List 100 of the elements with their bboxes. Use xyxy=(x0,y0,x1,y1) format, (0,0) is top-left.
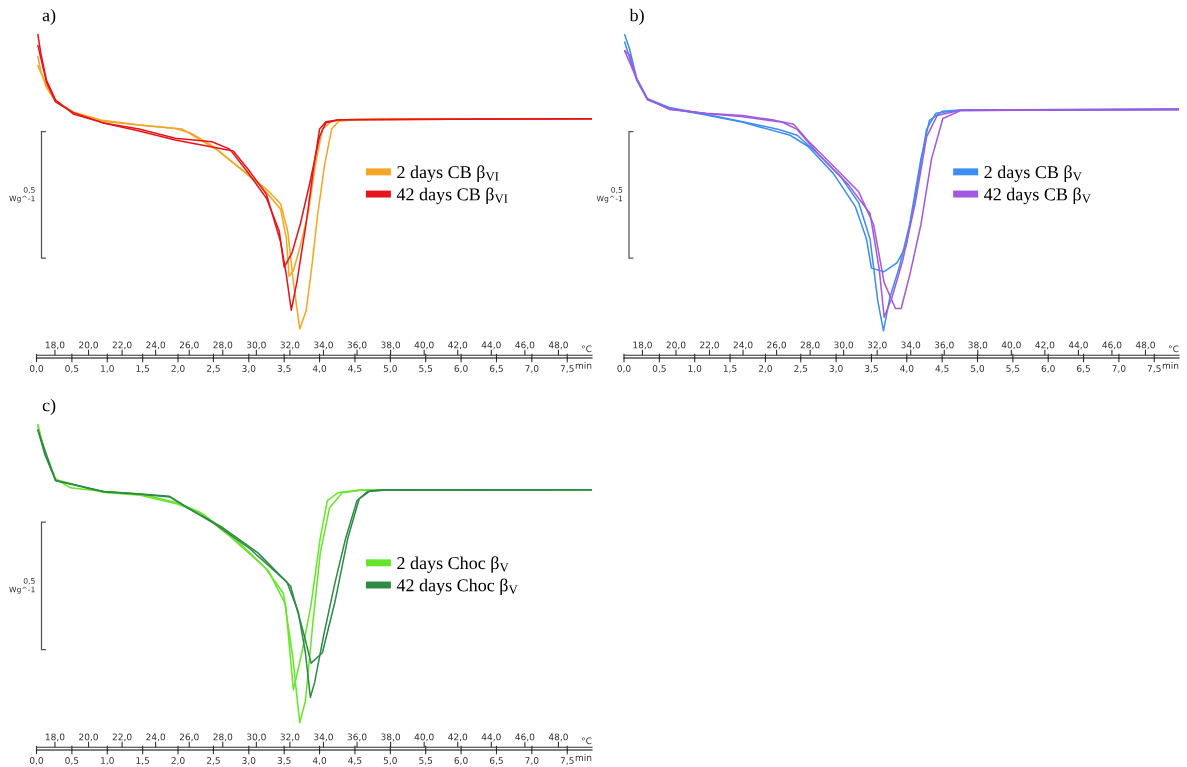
x-tick-label: 0,5 xyxy=(65,757,79,765)
x2-tick-label: 18,0 xyxy=(45,733,65,742)
x2-tick-label: 34,0 xyxy=(314,733,333,742)
x2-tick-label: 46,0 xyxy=(515,341,535,350)
x-axis-title: min xyxy=(575,362,592,369)
x-tick-label: 4,5 xyxy=(348,757,362,765)
chart-title: c) xyxy=(42,398,56,415)
x-tick-label: 1,5 xyxy=(136,365,150,373)
x2-tick-label: 42,0 xyxy=(448,733,468,742)
x-tick-label: 0,0 xyxy=(29,757,44,765)
legend-label: 2 days CB β$_{V}$ xyxy=(984,165,1082,182)
x2-tick-label: 48,0 xyxy=(548,733,568,742)
x-tick-label: 3,0 xyxy=(829,365,843,373)
x-tick-label: 6,0 xyxy=(454,365,468,373)
x-tick-label: 1,0 xyxy=(101,757,114,765)
x-tick-label: 7,0 xyxy=(525,757,539,765)
x-tick-label: 4,5 xyxy=(348,365,362,373)
x-tick-label: 0,5 xyxy=(652,365,666,373)
legend-label: 2 days Choc β$_{V}$ xyxy=(397,556,509,573)
x2-tick-label: 18,0 xyxy=(45,341,65,350)
x-tick-label: 0,0 xyxy=(29,365,44,373)
x2-tick-label: 44,0 xyxy=(481,341,501,350)
x2-tick-label: 18,0 xyxy=(633,341,652,350)
x-tick-label: 6,5 xyxy=(489,757,503,765)
x2-tick-label: 48,0 xyxy=(548,341,568,350)
x2-tick-label: 30,0 xyxy=(246,341,266,350)
legend-label: 42 days CB β$_{VI}$ xyxy=(396,187,508,205)
x-tick-label: 2,0 xyxy=(171,365,185,373)
x-tick-label: 3,0 xyxy=(242,365,256,373)
x2-tick-label: 48,0 xyxy=(1135,341,1155,350)
x-tick-label: 7,5 xyxy=(1147,365,1161,373)
x-tick-label: 5,0 xyxy=(383,365,397,373)
x-tick-label: 4,0 xyxy=(900,365,914,373)
legend-label: 2 days CB β$_{VI}$ xyxy=(397,165,499,182)
x2-tick-label: 42,0 xyxy=(448,341,468,350)
x-tick-label: 1,5 xyxy=(136,757,150,765)
x-tick-label: 6,0 xyxy=(454,757,468,765)
x-tick-label: 7,5 xyxy=(560,757,574,765)
x-tick-label: 3,0 xyxy=(242,757,256,765)
x-tick-label: 0,0 xyxy=(617,365,631,373)
x-tick-label: 2,5 xyxy=(206,757,220,765)
x-axis-title: min xyxy=(1162,362,1179,369)
x-tick-label: 1,0 xyxy=(101,365,114,373)
x2-tick-label: 30,0 xyxy=(834,341,854,350)
x2-tick-label: 36,0 xyxy=(347,341,367,350)
x2-tick-label: 22,0 xyxy=(700,341,719,350)
x2-axis-title: °C xyxy=(582,345,592,353)
x-tick-label: 2,5 xyxy=(794,365,808,373)
x-tick-label: 7,5 xyxy=(560,365,574,373)
x-tick-label: 0,5 xyxy=(65,365,79,373)
x2-tick-label: 26,0 xyxy=(179,341,199,350)
x2-tick-label: 20,0 xyxy=(79,341,98,350)
x2-tick-label: 28,0 xyxy=(800,341,820,350)
x-tick-label: 1,5 xyxy=(723,365,737,373)
x-tick-label: 5,5 xyxy=(1006,365,1020,373)
x2-tick-label: 20,0 xyxy=(666,341,686,350)
x-tick-label: 4,0 xyxy=(312,365,327,373)
x2-tick-label: 40,0 xyxy=(1001,341,1021,350)
x2-tick-label: 22,0 xyxy=(112,733,132,742)
x2-tick-label: 24,0 xyxy=(146,341,166,350)
x-tick-label: 1,0 xyxy=(688,365,702,373)
x-tick-label: 6,0 xyxy=(1041,365,1055,373)
x2-tick-label: 28,0 xyxy=(213,733,233,742)
x2-tick-label: 38,0 xyxy=(381,341,401,350)
x-tick-label: 4,5 xyxy=(935,365,949,373)
x-tick-label: 5,5 xyxy=(419,365,433,373)
x2-tick-label: 44,0 xyxy=(1068,341,1088,350)
x-tick-label: 6,5 xyxy=(489,365,503,373)
legend-label: 42 days Choc β$_{V}$ xyxy=(396,578,518,596)
x2-tick-label: 30,0 xyxy=(246,733,266,742)
x2-tick-label: 32,0 xyxy=(867,341,887,350)
x2-tick-label: 44,0 xyxy=(481,733,501,742)
x2-tick-label: 34,0 xyxy=(901,341,921,350)
x2-tick-label: 46,0 xyxy=(1102,341,1122,350)
x-tick-label: 5,0 xyxy=(383,757,397,765)
x-tick-label: 2,0 xyxy=(758,365,772,373)
x2-tick-label: 22,0 xyxy=(112,341,132,350)
chart-title: b) xyxy=(629,8,644,25)
x2-tick-label: 28,0 xyxy=(213,341,233,350)
legend-label: 42 days CB β$_{V}$ xyxy=(984,187,1091,205)
x-tick-label: 3,5 xyxy=(864,365,878,373)
x2-axis-title: °C xyxy=(582,737,592,745)
x-tick-label: 2,0 xyxy=(171,757,185,765)
x2-tick-label: 24,0 xyxy=(733,341,753,350)
x-tick-label: 5,5 xyxy=(419,757,433,765)
x-tick-label: 7,0 xyxy=(1112,365,1126,373)
x2-tick-label: 36,0 xyxy=(347,733,367,742)
x-tick-label: 2,5 xyxy=(206,365,220,373)
x-tick-label: 3,5 xyxy=(277,757,291,765)
x2-tick-label: 40,0 xyxy=(414,341,434,350)
x2-tick-label: 24,0 xyxy=(146,733,166,742)
chart-title: a) xyxy=(42,8,56,25)
x2-tick-label: 42,0 xyxy=(1035,341,1055,350)
x2-tick-label: 38,0 xyxy=(968,341,988,350)
x-tick-label: 5,0 xyxy=(971,365,985,373)
x2-tick-label: 34,0 xyxy=(314,341,333,350)
x-tick-label: 4,0 xyxy=(312,757,327,765)
x2-tick-label: 32,0 xyxy=(280,341,300,350)
x-tick-label: 3,5 xyxy=(277,365,291,373)
x2-tick-label: 46,0 xyxy=(515,733,535,742)
